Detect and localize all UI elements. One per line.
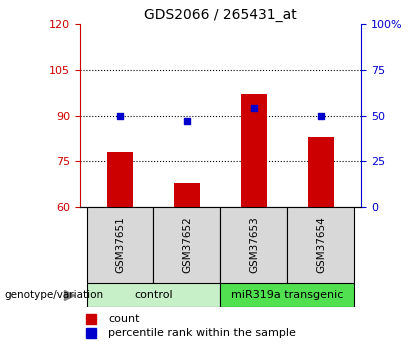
- Bar: [220, 207, 288, 283]
- Text: control: control: [134, 290, 173, 300]
- Bar: [241, 94, 268, 207]
- Bar: [87, 207, 153, 283]
- Title: GDS2066 / 265431_at: GDS2066 / 265431_at: [144, 8, 297, 22]
- Text: GSM37651: GSM37651: [115, 217, 125, 273]
- Text: percentile rank within the sample: percentile rank within the sample: [108, 328, 296, 338]
- Text: genotype/variation: genotype/variation: [4, 290, 103, 300]
- Text: GSM37652: GSM37652: [182, 217, 192, 273]
- Bar: [87, 283, 220, 307]
- Bar: [220, 283, 354, 307]
- Text: GSM37654: GSM37654: [316, 217, 326, 273]
- Text: count: count: [108, 314, 139, 324]
- Point: [251, 106, 257, 111]
- Point: [318, 113, 324, 118]
- Bar: [153, 207, 220, 283]
- Text: GSM37653: GSM37653: [249, 217, 259, 273]
- Bar: [173, 183, 200, 207]
- Bar: [107, 152, 134, 207]
- Bar: [288, 207, 354, 283]
- Point: [184, 118, 190, 124]
- Text: miR319a transgenic: miR319a transgenic: [231, 290, 344, 300]
- Point: [117, 113, 123, 118]
- Bar: [307, 137, 334, 207]
